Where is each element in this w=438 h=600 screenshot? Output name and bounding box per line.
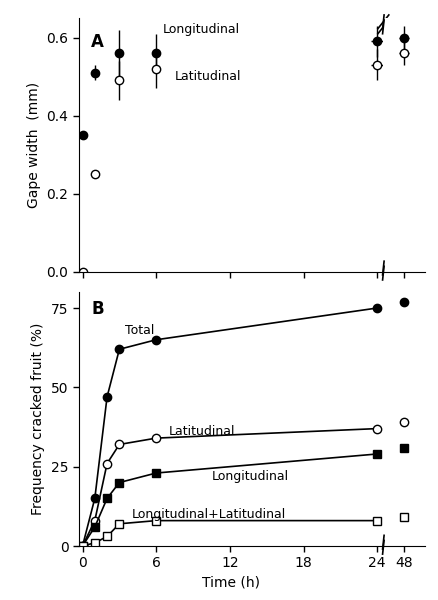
Text: Latitudinal: Latitudinal [169,425,235,438]
Text: A: A [91,33,104,51]
Y-axis label: Gape width  (mm): Gape width (mm) [27,82,41,208]
Text: B: B [91,300,104,318]
Y-axis label: Frequency cracked fruit (%): Frequency cracked fruit (%) [32,323,46,515]
Text: Latitudinal: Latitudinal [175,70,241,83]
Text: Longitudinal+Latitudinal: Longitudinal+Latitudinal [132,508,286,521]
X-axis label: Time (h): Time (h) [202,576,260,590]
Text: Total: Total [126,324,155,337]
Text: Longitudinal: Longitudinal [162,23,240,36]
Text: Longitudinal: Longitudinal [212,470,289,482]
